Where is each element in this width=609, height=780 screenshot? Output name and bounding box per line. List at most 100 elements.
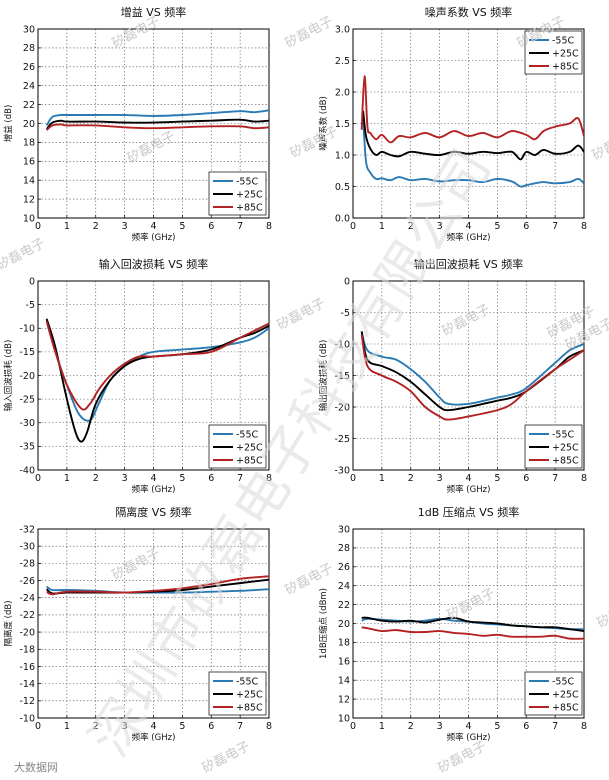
y-tick-label: 30: [23, 24, 35, 35]
legend-label: -55C: [236, 677, 259, 688]
x-tick-label: 7: [237, 473, 243, 484]
x-tick-label: 2: [408, 221, 414, 232]
plot-frame: [352, 28, 585, 219]
y-tick-label: 24: [338, 581, 350, 592]
series-line-55c-minus: [362, 117, 584, 188]
x-tick-label: 7: [552, 721, 558, 732]
chart-title: 1dB 压缩点 VS 频率: [418, 505, 520, 519]
chart-5: 0 1 2 3 4 5 6 7 8 -10 -12 -14 -16 -18 -20 -22 -24 -26 -28 -…: [3, 505, 272, 743]
x-tick-label: 7: [237, 721, 243, 732]
x-tick-label: 3: [437, 721, 443, 732]
legend-label: +85C: [552, 456, 579, 467]
y-axis-label: 隔离度 (dB): [3, 600, 14, 646]
x-tick-label: 6: [523, 473, 529, 484]
y-tick-label: -10: [19, 713, 35, 724]
plot-frame: [352, 280, 585, 471]
x-axis-label: 频率 (GHz): [447, 484, 491, 495]
x-tick-label: 8: [581, 721, 587, 732]
legend: -55C +25C +85C: [524, 30, 583, 75]
x-tick-label: 2: [408, 721, 414, 732]
legend-label: -55C: [552, 677, 575, 688]
y-tick-label: -20: [19, 627, 35, 638]
legend-label: +25C: [236, 190, 263, 201]
y-tick-label: -26: [19, 576, 35, 587]
legend-label: +85C: [552, 62, 579, 73]
footer-watermark: 大数据网: [14, 760, 58, 774]
legend: -55C +25C +85C: [208, 171, 267, 216]
chart-4: 0 1 2 3 4 5 6 7 8 -30 -25 -20 -15 -10 -5 0 输出回波损耗 VS 频率频…: [318, 257, 587, 495]
x-tick-label: 4: [465, 473, 471, 484]
x-tick-label: 6: [208, 473, 214, 484]
legend-label: +25C: [236, 443, 263, 454]
y-axis-label: 增益 (dB): [3, 105, 14, 143]
x-axis-label: 频率 (GHz): [447, 232, 491, 243]
series-line-25c-plus: [45, 118, 269, 130]
y-tick-label: -15: [19, 347, 35, 358]
legend-label: +25C: [552, 49, 579, 60]
x-tick-label: 0: [350, 473, 356, 484]
y-tick-label: -28: [19, 559, 35, 570]
x-tick-label: 3: [437, 221, 443, 232]
y-tick-label: 0: [29, 276, 35, 287]
watermark-text: 矽磊电子: [590, 126, 609, 164]
legend-label: +85C: [236, 456, 263, 467]
y-tick-label: -16: [19, 662, 35, 673]
legend: -55C +25C +85C: [208, 671, 267, 716]
x-tick-label: 4: [465, 221, 471, 232]
x-tick-label: 0: [350, 221, 356, 232]
plot-frame: [37, 280, 270, 471]
y-tick-label: 18: [338, 638, 350, 649]
x-tick-label: 7: [552, 473, 558, 484]
x-tick-label: 0: [350, 721, 356, 732]
legend-label: +25C: [236, 690, 263, 701]
x-tick-label: 2: [93, 721, 99, 732]
y-tick-label: 18: [23, 138, 35, 149]
legend-label: +85C: [236, 203, 263, 214]
series-line-85c-plus: [46, 575, 269, 596]
y-tick-label: -10: [19, 324, 35, 335]
x-tick-label: 8: [266, 721, 272, 732]
series-line-85c-plus: [360, 334, 584, 421]
series-line-85c-plus: [45, 320, 269, 411]
series-line-55c-minus: [360, 331, 584, 406]
y-tick-label: 22: [23, 100, 35, 111]
x-tick-label: 3: [122, 473, 128, 484]
y-tick-label: -12: [19, 696, 35, 707]
y-tick-label: -22: [19, 610, 35, 621]
x-tick-label: 2: [408, 473, 414, 484]
y-tick-label: -18: [19, 645, 35, 656]
y-tick-label: 14: [23, 176, 35, 187]
legend: -55C +25C +85C: [524, 671, 583, 716]
y-tick-label: -10: [334, 339, 350, 350]
legend-label: +25C: [552, 443, 579, 454]
x-tick-label: 1: [379, 721, 385, 732]
x-tick-label: 8: [266, 473, 272, 484]
x-tick-label: 6: [208, 721, 214, 732]
y-tick-label: 24: [23, 81, 35, 92]
y-tick-label: -30: [19, 541, 35, 552]
watermark-text: 矽磊电子: [595, 594, 609, 632]
y-axis-label: 噪声系数 (dB): [318, 96, 329, 151]
series-line-85c-plus: [360, 75, 584, 144]
y-tick-label: -5: [341, 308, 350, 319]
y-tick-label: 16: [23, 157, 35, 168]
chart-3: 0 1 2 3 4 5 6 7 8 -40 -35 -30 -25 -20 -15 -10 -5 0 输入回波损耗 …: [3, 257, 272, 495]
x-tick-label: 5: [179, 721, 185, 732]
y-tick-label: -30: [19, 418, 35, 429]
y-axis-label: 输出回波损耗 (dB): [318, 340, 329, 412]
x-tick-label: 3: [122, 721, 128, 732]
x-tick-label: 7: [552, 221, 558, 232]
plot-frame: [352, 528, 585, 719]
legend: -55C +25C +85C: [208, 424, 267, 469]
y-tick-label: 10: [23, 213, 35, 224]
chart-title: 隔离度 VS 频率: [115, 505, 192, 519]
y-tick-label: -5: [26, 300, 35, 311]
x-tick-label: 1: [379, 473, 385, 484]
x-tick-label: 3: [122, 221, 128, 232]
x-tick-label: 2: [93, 473, 99, 484]
x-tick-label: 1: [379, 221, 385, 232]
series-line-25c-plus: [361, 616, 584, 633]
x-tick-label: 4: [150, 721, 156, 732]
x-tick-label: 0: [35, 473, 41, 484]
y-tick-label: 26: [23, 62, 35, 73]
